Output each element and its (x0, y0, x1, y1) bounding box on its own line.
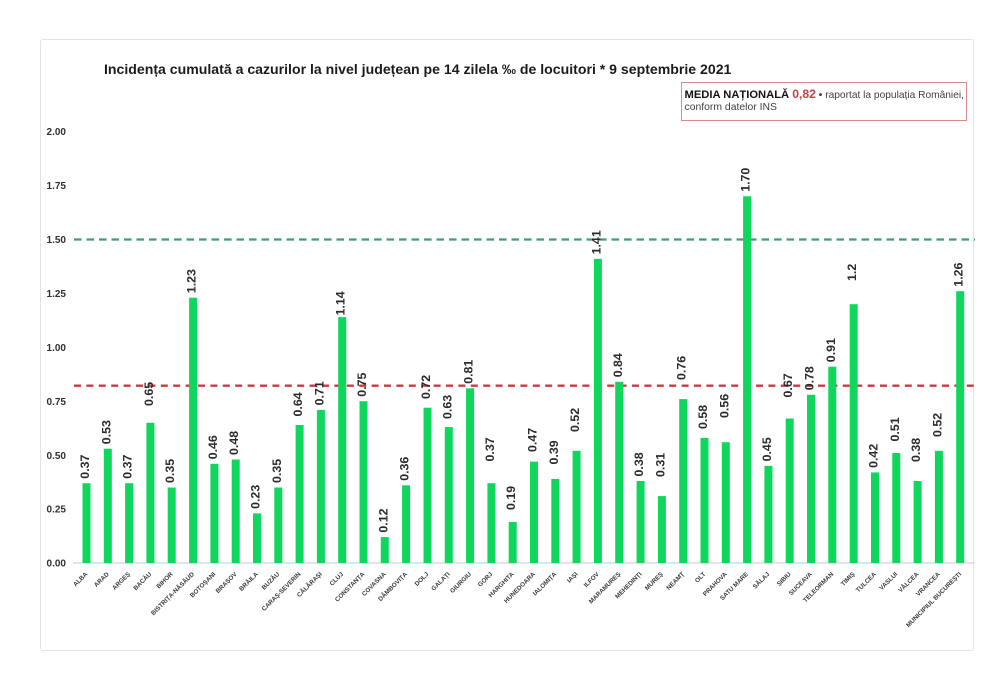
svg-text:BACĂU: BACĂU (131, 569, 154, 592)
svg-text:0.53: 0.53 (99, 420, 113, 444)
svg-text:0.35: 0.35 (270, 459, 284, 483)
svg-text:VASLUI: VASLUI (878, 571, 899, 592)
svg-text:0.00: 0.00 (47, 559, 67, 570)
svg-text:0.50: 0.50 (47, 451, 67, 462)
svg-text:SĂLAJ: SĂLAJ (750, 569, 771, 590)
svg-text:1.14: 1.14 (334, 291, 348, 315)
svg-text:BUZĂU: BUZĂU (259, 569, 281, 591)
svg-text:GIURGIU: GIURGIU (449, 571, 473, 595)
svg-text:0.76: 0.76 (675, 356, 689, 380)
svg-text:0.38: 0.38 (632, 452, 646, 476)
svg-text:MUREȘ: MUREȘ (644, 571, 665, 592)
svg-text:0.75: 0.75 (355, 372, 369, 396)
svg-text:0.51: 0.51 (888, 417, 902, 441)
svg-text:1.75: 1.75 (47, 181, 67, 192)
svg-text:CARAȘ-SEVERIN: CARAȘ-SEVERIN (261, 571, 303, 613)
svg-text:0.12: 0.12 (376, 508, 390, 532)
svg-text:0.52: 0.52 (930, 413, 944, 437)
svg-text:1.26: 1.26 (952, 262, 966, 286)
svg-text:0.81: 0.81 (462, 360, 476, 384)
svg-text:ILFOV: ILFOV (583, 570, 602, 589)
svg-text:0.35: 0.35 (163, 459, 177, 483)
svg-text:IALOMIȚA: IALOMIȚA (532, 571, 559, 598)
svg-text:0.36: 0.36 (398, 457, 412, 481)
svg-text:0.37: 0.37 (121, 454, 135, 478)
svg-text:0.75: 0.75 (47, 397, 67, 408)
svg-text:0.63: 0.63 (440, 395, 454, 419)
svg-text:DOLJ: DOLJ (414, 571, 431, 588)
svg-text:1.41: 1.41 (589, 230, 603, 254)
svg-text:0.64: 0.64 (291, 392, 305, 416)
svg-text:BIHOR: BIHOR (155, 571, 175, 591)
svg-text:1.25: 1.25 (47, 289, 67, 300)
svg-text:0.47: 0.47 (526, 428, 540, 452)
svg-text:CLUJ: CLUJ (329, 571, 346, 588)
svg-text:BRAȘOV: BRAȘOV (215, 570, 240, 595)
svg-text:0.23: 0.23 (249, 485, 263, 509)
svg-text:0.78: 0.78 (803, 366, 817, 390)
svg-text:ALBA: ALBA (72, 571, 90, 589)
svg-text:0.91: 0.91 (824, 338, 838, 362)
svg-text:0.39: 0.39 (547, 440, 561, 464)
svg-text:ARAD: ARAD (93, 571, 111, 589)
svg-text:0.72: 0.72 (419, 375, 433, 399)
svg-text:0.84: 0.84 (611, 353, 625, 377)
svg-text:TIMIȘ: TIMIȘ (840, 571, 857, 588)
svg-text:2.00: 2.00 (47, 127, 67, 138)
svg-text:0.37: 0.37 (78, 454, 92, 478)
svg-text:IAȘI: IAȘI (566, 571, 580, 585)
svg-text:NEAMȚ: NEAMȚ (665, 571, 686, 592)
svg-text:1.23: 1.23 (185, 269, 199, 293)
svg-text:1.2: 1.2 (845, 264, 859, 281)
svg-text:0.37: 0.37 (483, 437, 497, 461)
svg-text:1.70: 1.70 (739, 168, 753, 192)
svg-text:0.38: 0.38 (909, 438, 923, 462)
svg-text:SIBIU: SIBIU (776, 571, 793, 588)
svg-text:1.50: 1.50 (47, 235, 67, 246)
svg-text:BRĂILA: BRĂILA (237, 569, 261, 593)
svg-text:0.19: 0.19 (504, 486, 518, 510)
svg-text:1.00: 1.00 (47, 343, 67, 354)
svg-text:TULCEA: TULCEA (855, 571, 878, 594)
svg-text:0.31: 0.31 (653, 453, 667, 477)
svg-text:0.71: 0.71 (312, 381, 326, 405)
svg-text:0.46: 0.46 (206, 435, 220, 459)
svg-text:0.58: 0.58 (696, 405, 710, 429)
svg-text:0.52: 0.52 (568, 408, 582, 432)
svg-text:0.42: 0.42 (867, 444, 881, 468)
svg-text:0.56: 0.56 (717, 394, 731, 418)
svg-text:0.45: 0.45 (760, 437, 774, 461)
svg-text:0.67: 0.67 (781, 373, 795, 397)
svg-text:OLT: OLT (694, 571, 708, 585)
svg-text:0.25: 0.25 (47, 505, 67, 516)
svg-text:0.65: 0.65 (142, 382, 156, 406)
svg-text:0.48: 0.48 (227, 431, 241, 455)
svg-text:ARGEȘ: ARGEȘ (111, 571, 132, 592)
svg-text:GORJ: GORJ (477, 571, 495, 589)
